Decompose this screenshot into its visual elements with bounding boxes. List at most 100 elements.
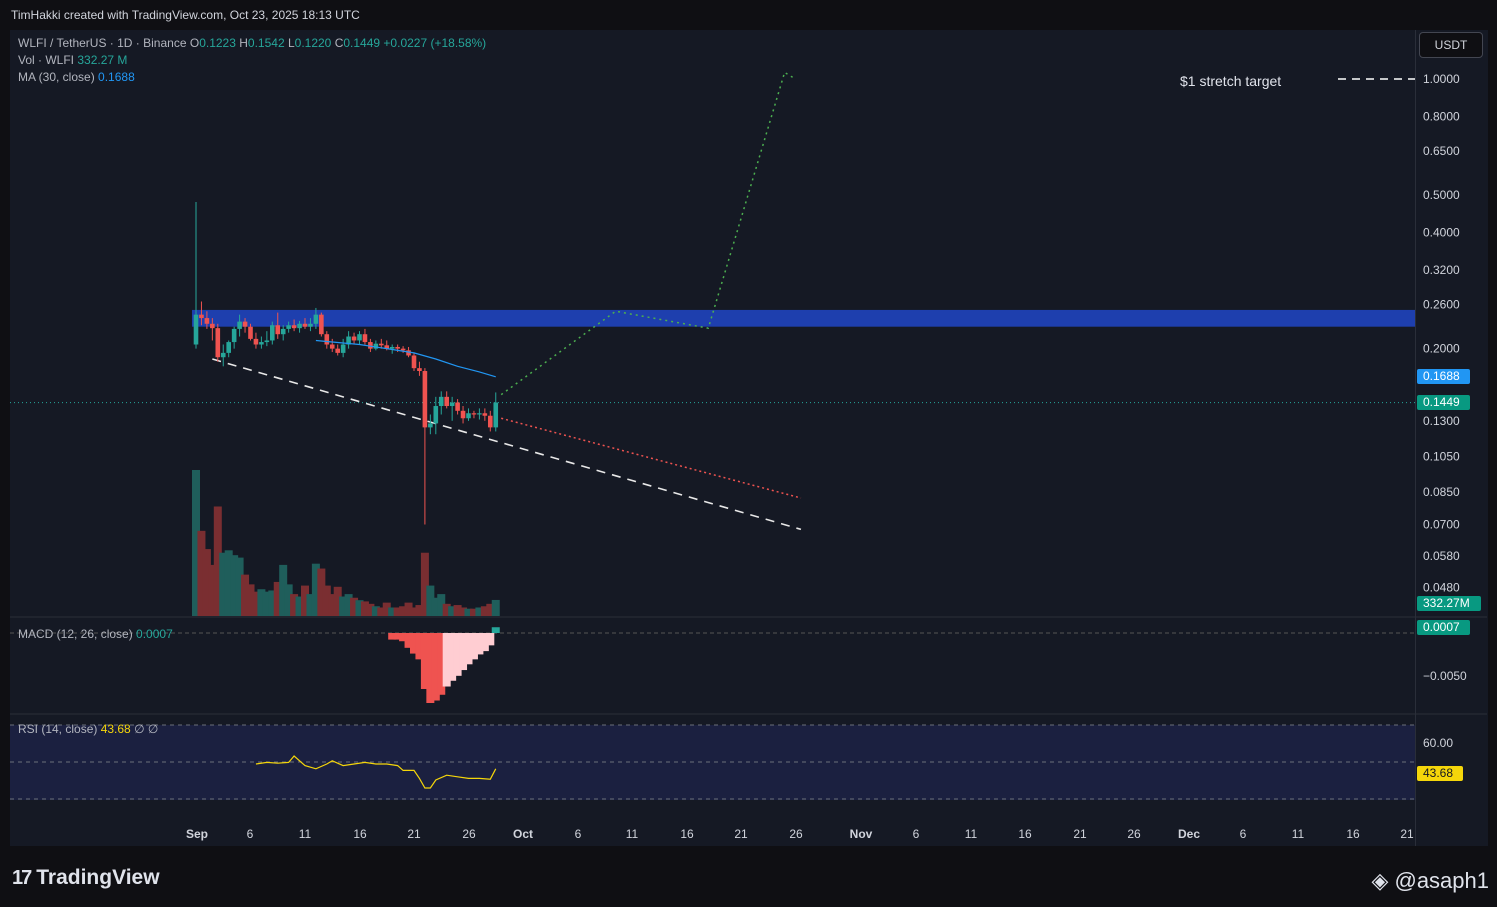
time-tick-label: 26 <box>1127 827 1141 841</box>
volume-bar <box>382 602 391 616</box>
candle-body <box>466 413 471 419</box>
volume-bar <box>322 585 331 616</box>
macd-histogram-bar <box>486 633 495 646</box>
price-tick-label: 1.0000 <box>1423 72 1460 86</box>
price-axis[interactable] <box>1415 30 1488 846</box>
macd-histogram-bar <box>393 633 402 640</box>
volume-bar <box>355 600 364 616</box>
open-label: O <box>189 36 200 50</box>
candle-body <box>406 350 411 356</box>
open-value: 0.1223 <box>199 36 236 50</box>
time-tick-label: 16 <box>1346 827 1360 841</box>
candle-body <box>226 342 231 353</box>
rsi-extra: ∅ ∅ <box>134 722 159 736</box>
volume-bar <box>366 603 375 616</box>
volume-bar <box>262 591 271 616</box>
volume-bar <box>350 597 359 616</box>
ma-label: MA (30, close) <box>18 70 95 84</box>
symbol-name: WLFI / TetherUS · 1D · Binance <box>18 36 187 50</box>
volume-bar <box>486 603 495 616</box>
volume-bar <box>377 607 386 616</box>
low-value: 0.1220 <box>294 36 332 50</box>
candle-body <box>357 334 362 341</box>
volume-bar <box>339 596 348 616</box>
candle-body <box>411 355 417 369</box>
chart-pane[interactable] <box>10 30 1415 846</box>
volume-bar <box>317 568 326 616</box>
time-tick-label: 21 <box>734 827 748 841</box>
rsi-line <box>255 755 497 789</box>
volume-bar <box>480 606 489 616</box>
candle-body <box>275 325 281 335</box>
bear-projection-path <box>501 417 802 499</box>
volume-bar <box>219 552 228 616</box>
candle-body <box>362 334 368 343</box>
candle-body <box>351 336 357 341</box>
time-tick-label: 11 <box>626 827 639 841</box>
candle-body <box>384 345 390 349</box>
time-tick-label: 21 <box>407 827 421 841</box>
candle-body <box>400 348 406 351</box>
change-value: +0.0227 (+18.58%) <box>383 36 487 50</box>
time-tick-label: 26 <box>462 827 476 841</box>
macd-histogram-bar <box>442 633 451 687</box>
symbol-legend: WLFI / TetherUS · 1D · Binance O0.1223 H… <box>18 36 486 50</box>
volume-bar <box>295 596 304 616</box>
volume-bar <box>192 470 200 616</box>
macd-histogram-bar <box>426 633 435 703</box>
tradingview-logo[interactable]: 17 TradingView <box>12 866 160 890</box>
rsi-tick-label: 60.00 <box>1423 736 1453 750</box>
candle-body <box>444 396 449 407</box>
price-tick-label: 0.2000 <box>1423 342 1460 356</box>
price-tick-label: 0.8000 <box>1423 109 1460 123</box>
high-label: H <box>239 36 248 50</box>
candle-body <box>237 321 242 329</box>
candle-body <box>460 410 466 419</box>
volume-bar <box>333 586 342 616</box>
volume-bar <box>213 506 222 616</box>
close-label: C <box>334 36 344 50</box>
candle-body <box>482 413 488 416</box>
candle-body <box>204 318 210 324</box>
candle-body <box>438 396 444 407</box>
volume-bar <box>241 574 250 616</box>
binance-icon: ◈ <box>1371 868 1395 893</box>
macd-histogram-bar <box>475 633 484 655</box>
author-handle: @asaph1 <box>1394 868 1489 893</box>
macd-histogram-bar <box>448 633 457 681</box>
time-tick-label: 6 <box>575 827 582 841</box>
rsi-label: RSI (14, close) <box>18 722 98 736</box>
macd-histogram-bar <box>399 633 408 642</box>
close-value: 0.1449 <box>343 36 381 50</box>
rsi-badge: 43.68 <box>1417 766 1463 781</box>
resistance-zone <box>192 309 1415 327</box>
candle-body <box>488 415 493 428</box>
currency-button[interactable]: USDT <box>1419 32 1483 58</box>
time-tick-label: 6 <box>913 827 920 841</box>
candle-body <box>379 343 384 346</box>
candle-body <box>248 326 253 339</box>
candle-body <box>264 340 270 343</box>
price-tick-label: 0.2600 <box>1423 298 1460 312</box>
time-tick-label: Oct <box>513 827 533 841</box>
price-tick-label: 0.1300 <box>1423 414 1460 428</box>
volume-bar <box>279 564 288 616</box>
high-value: 0.1542 <box>247 36 285 50</box>
volume-bar <box>273 581 282 616</box>
ma30-line <box>315 339 496 378</box>
volume-bar <box>393 607 402 616</box>
volume-bar <box>448 606 457 616</box>
candle-body <box>193 314 199 345</box>
volume-bar <box>235 557 244 616</box>
time-tick-label: 16 <box>680 827 694 841</box>
candle-body <box>471 413 477 415</box>
volume-bar <box>453 605 462 616</box>
volume-bar <box>328 594 337 616</box>
candle-body <box>286 325 291 329</box>
volume-bar <box>371 606 380 616</box>
volume-bar <box>301 585 309 616</box>
candle-body <box>395 346 400 349</box>
time-tick-label: Dec <box>1178 827 1200 841</box>
candle-body <box>449 402 455 407</box>
